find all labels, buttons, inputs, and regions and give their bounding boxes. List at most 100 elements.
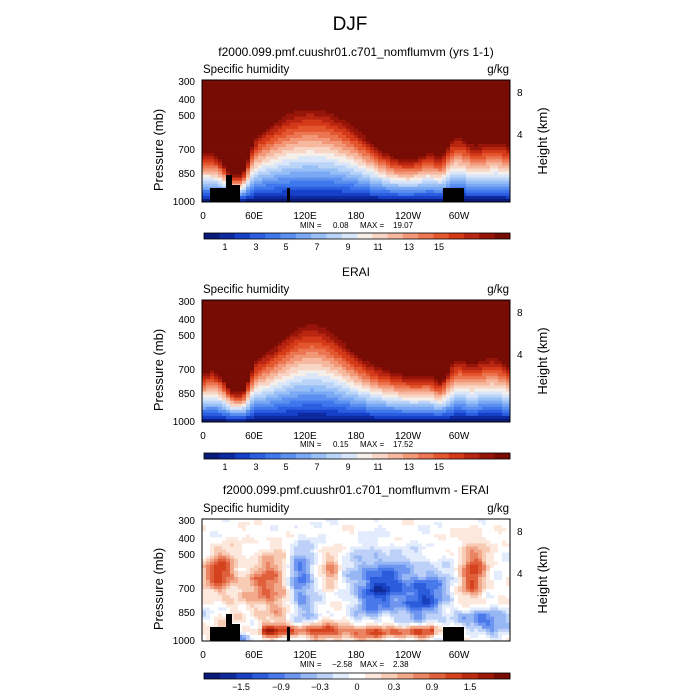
heatmap-cell: [370, 168, 375, 172]
heatmap-cell: [230, 351, 235, 356]
heatmap-cell: [350, 361, 355, 365]
heatmap-cell: [390, 195, 395, 200]
heatmap-cell: [238, 345, 243, 350]
heatmap-cell: [474, 159, 479, 163]
heatmap-cell: [278, 333, 283, 337]
heatmap-cell: [342, 137, 347, 142]
heatmap-cell: [222, 122, 227, 127]
heatmap-cell: [370, 354, 375, 359]
heatmap-cell: [362, 198, 367, 203]
heatmap-cell: [370, 330, 375, 334]
heatmap-cell: [262, 303, 267, 307]
heatmap-cell: [402, 110, 407, 114]
heatmap-cell: [454, 116, 459, 120]
heatmap-cell: [398, 137, 403, 142]
heatmap-cell: [502, 361, 507, 365]
heatmap-cell: [370, 128, 375, 133]
heatmap-cell: [490, 174, 495, 178]
heatmap-cell: [254, 354, 259, 359]
heatmap-cell: [238, 107, 243, 111]
heatmap-cell: [294, 83, 299, 87]
heatmap-cell: [306, 345, 311, 350]
heatmap-cell: [242, 137, 247, 142]
heatmap-cell: [422, 183, 427, 188]
heatmap-cell: [498, 351, 503, 356]
heatmap-cell: [282, 107, 287, 111]
heatmap-cell: [482, 348, 487, 353]
heatmap-cell: [426, 357, 431, 362]
heatmap-cell: [414, 174, 419, 178]
heatmap-cell: [290, 177, 295, 181]
heatmap-cell: [418, 180, 423, 185]
heatmap-cell: [454, 122, 459, 127]
heatmap-cell: [202, 134, 207, 139]
heatmap-cell: [506, 192, 511, 197]
heatmap-cell: [338, 122, 343, 127]
heatmap-cell: [202, 342, 207, 347]
heatmap-cell: [374, 141, 379, 145]
heatmap-cell: [494, 367, 499, 371]
heatmap-cell: [330, 198, 335, 203]
heatmap-cell: [506, 83, 511, 87]
heatmap-cell: [462, 306, 467, 310]
heatmap-cell: [334, 180, 339, 185]
heatmap-cell: [434, 107, 439, 111]
heatmap-cell: [502, 315, 507, 319]
heatmap-cell: [366, 345, 371, 350]
heatmap-cell: [226, 336, 231, 340]
heatmap-cell: [374, 95, 379, 99]
heatmap-cell: [358, 303, 363, 307]
heatmap-cell: [422, 361, 427, 365]
heatmap-cell: [366, 98, 371, 102]
heatmap-cell: [278, 345, 283, 350]
heatmap-cell: [310, 86, 315, 90]
heatmap-cell: [290, 86, 295, 90]
heatmap-cell: [410, 195, 415, 200]
heatmap-cell: [422, 336, 427, 340]
heatmap-cell: [354, 92, 359, 96]
heatmap-cell: [286, 315, 291, 319]
heatmap-cell: [234, 348, 239, 353]
heatmap-cell: [438, 153, 443, 157]
heatmap-cell: [406, 324, 411, 328]
heatmap-cell: [410, 113, 415, 117]
heatmap-cell: [390, 125, 395, 130]
heatmap-cell: [210, 131, 215, 136]
heatmap-cell: [418, 162, 423, 166]
heatmap-cell: [370, 134, 375, 139]
heatmap-cell: [266, 144, 271, 148]
heatmap-cell: [494, 321, 499, 325]
heatmap-cell: [334, 168, 339, 172]
heatmap-cell: [206, 122, 211, 127]
heatmap-cell: [450, 342, 455, 347]
heatmap-cell: [278, 113, 283, 117]
heatmap-cell: [214, 144, 219, 148]
heatmap-cell: [342, 159, 347, 163]
heatmap-cell: [238, 364, 243, 368]
heatmap-cell: [334, 80, 339, 84]
heatmap-cell: [490, 183, 495, 188]
heatmap-cell: [486, 177, 491, 181]
height-tick-label: 8: [517, 88, 523, 99]
heatmap-cell: [446, 180, 451, 185]
heatmap-cell: [390, 370, 395, 374]
heatmap-cell: [494, 351, 499, 356]
heatmap-cell: [442, 153, 447, 157]
heatmap-cell: [486, 119, 491, 124]
heatmap-cell: [470, 147, 475, 151]
heatmap-cell: [430, 134, 435, 139]
heatmap-cell: [298, 134, 303, 139]
heatmap-cell: [394, 351, 399, 356]
heatmap-cell: [238, 134, 243, 139]
heatmap-cell: [382, 177, 387, 181]
heatmap-cell: [206, 110, 211, 114]
heatmap-cell: [330, 156, 335, 160]
heatmap-cell: [470, 156, 475, 160]
heatmap-cell: [418, 312, 423, 316]
heatmap-cell: [470, 131, 475, 136]
heatmap-cell: [450, 364, 455, 368]
heatmap-cell: [270, 95, 275, 99]
panel-1-title: f2000.099.pmf.cuushr01.c701_nomflumvm (y…: [218, 45, 493, 59]
heatmap-cell: [346, 156, 351, 160]
colorbar-swatch: [280, 233, 297, 239]
